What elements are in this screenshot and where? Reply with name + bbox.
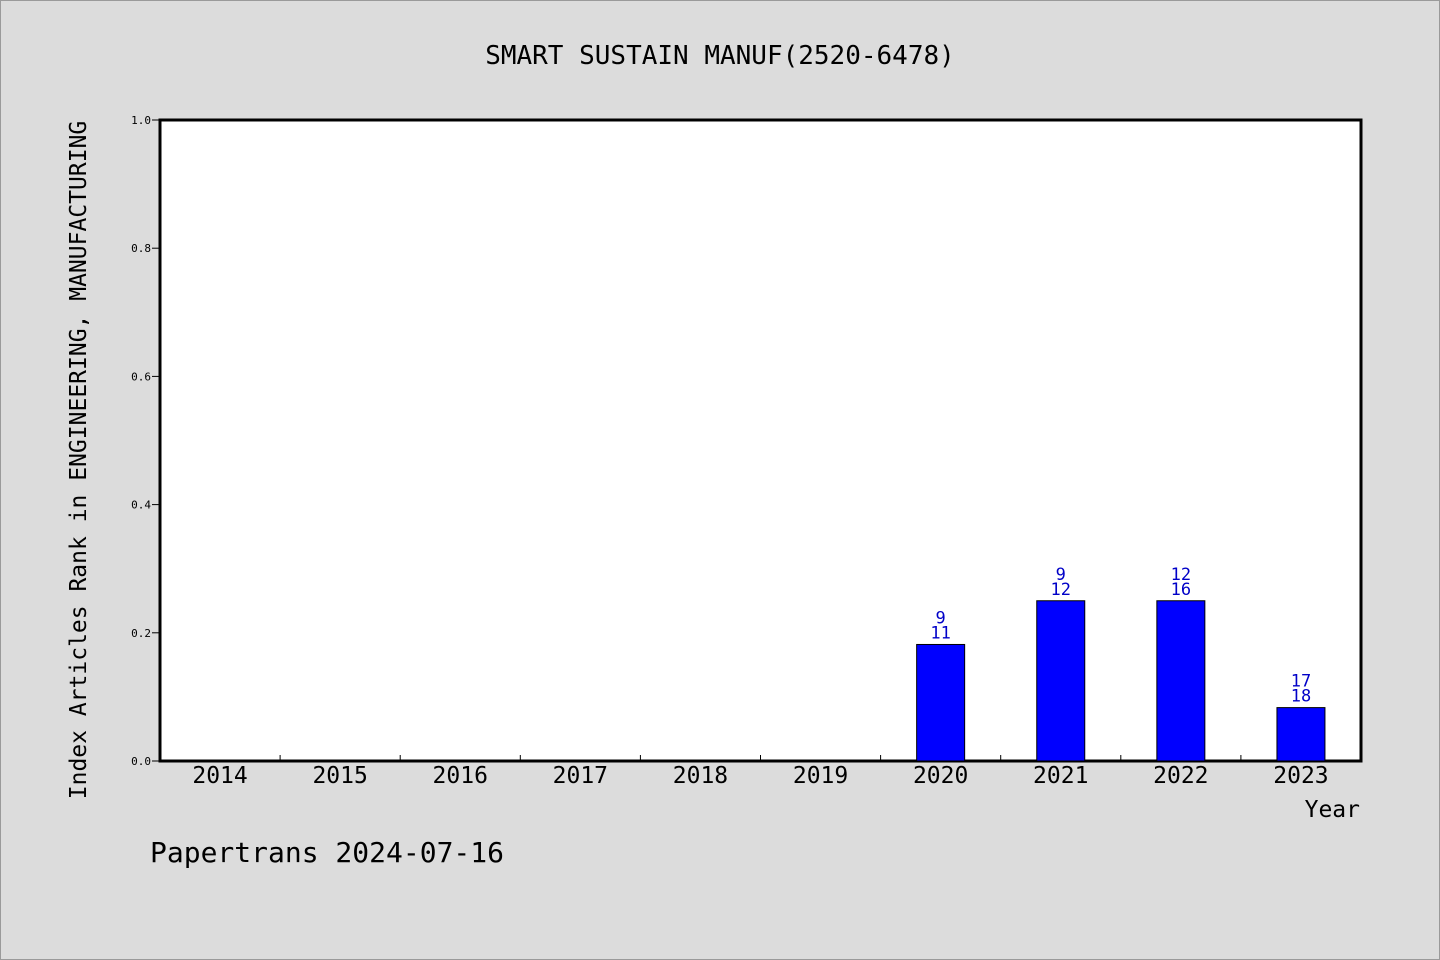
bar-2020 [916, 643, 966, 762]
bar-label-top-2020: 9 [936, 608, 946, 628]
x-tick-label: 2019 [793, 763, 848, 789]
x-tick-label: 2020 [913, 763, 968, 789]
y-tick-label: 0.0 [131, 755, 151, 768]
bar-2022 [1156, 600, 1206, 762]
y-axis-label: Index Articles Rank in ENGINEERING, MANU… [66, 121, 92, 800]
x-tick-label: 2022 [1153, 763, 1208, 789]
chart-title: SMART SUSTAIN MANUF(2520-6478) [485, 41, 955, 71]
y-tick-label: 1.0 [131, 114, 151, 127]
x-axis-label: Year [1305, 797, 1360, 823]
bar-label-bottom-2020: 11 [930, 623, 950, 643]
bar-label-top-2022: 12 [1171, 565, 1191, 585]
bar-label-top-2023: 17 [1291, 672, 1311, 692]
x-tick-label: 2023 [1273, 763, 1328, 789]
x-axis: 2014 2015 2016 2017 2018 2019 2020 2021 2022 2023 [192, 755, 1329, 789]
y-tick-label: 0.2 [131, 627, 151, 640]
y-tick-label: 0.4 [131, 499, 151, 512]
bar-label-bottom-2023: 18 [1291, 687, 1311, 707]
bar-label-bottom-2021: 12 [1051, 580, 1071, 600]
bar-label-bottom-2022: 16 [1171, 580, 1191, 600]
x-tick-label: 2021 [1033, 763, 1088, 789]
x-tick-label: 2017 [553, 763, 608, 789]
y-axis: 0.0 0.2 0.4 0.6 0.8 1.0 [131, 114, 160, 768]
bar-2021 [1036, 600, 1086, 762]
bar-label-top-2021: 9 [1056, 565, 1066, 585]
x-tick-label: 2018 [673, 763, 728, 789]
footer-credit: Papertrans 2024-07-16 [150, 836, 504, 869]
x-tick-label: 2014 [192, 763, 247, 789]
bar-2023 [1276, 707, 1326, 762]
y-tick-label: 0.6 [131, 370, 151, 383]
x-tick-label: 2016 [433, 763, 488, 789]
x-tick-label: 2015 [312, 763, 367, 789]
y-tick-label: 0.8 [131, 242, 151, 255]
